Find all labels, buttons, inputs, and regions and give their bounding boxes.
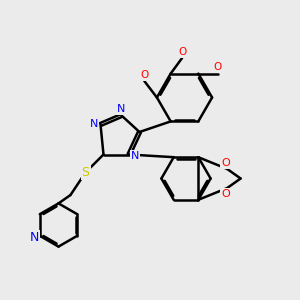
- Text: N: N: [30, 231, 39, 244]
- Text: O: O: [178, 47, 186, 57]
- Text: O: O: [221, 189, 230, 199]
- Text: O: O: [221, 158, 230, 168]
- Text: O: O: [214, 62, 222, 72]
- Text: S: S: [82, 166, 89, 179]
- Text: N: N: [131, 151, 139, 161]
- Text: N: N: [117, 104, 126, 114]
- Text: O: O: [140, 70, 148, 80]
- Text: N: N: [90, 119, 98, 129]
